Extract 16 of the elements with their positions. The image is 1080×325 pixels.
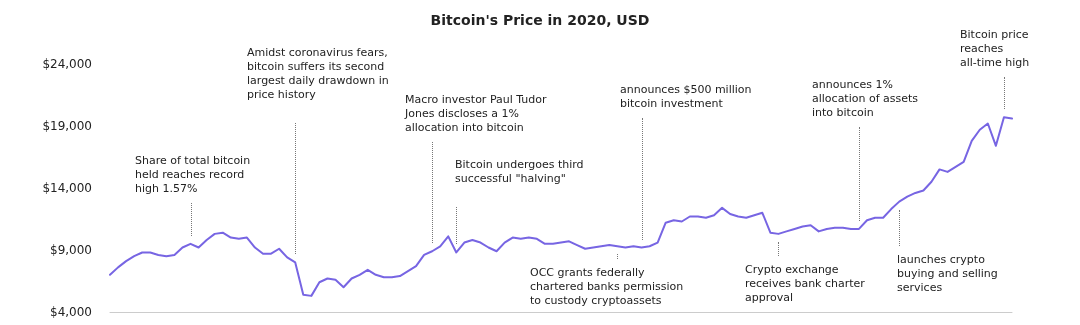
y-tick-label: $19,000 bbox=[42, 119, 92, 133]
chart-title: Bitcoin's Price in 2020, USD bbox=[430, 12, 650, 28]
annotation: launches crypto buying and selling services bbox=[897, 252, 1002, 294]
y-tick-label: $24,000 bbox=[42, 57, 92, 71]
annotation: Amidst coronavirus fears, bitcoin suffers its second largest daily drawdown in price history bbox=[247, 45, 393, 101]
y-tick-label: $14,000 bbox=[42, 181, 92, 195]
annotation: Macro investor Paul Tudor Jones discloses a 1% allocation into bitcoin bbox=[404, 92, 551, 134]
y-tick-label: $9,000 bbox=[50, 243, 92, 257]
annotation: OCC grants federally chartered banks permission to custody cryptoassets bbox=[530, 265, 687, 307]
annotation: announces $500 million bitcoin investment bbox=[620, 82, 756, 110]
annotation: Bitcoin price reaches all-time high bbox=[960, 27, 1033, 69]
annotation: Bitcoin undergoes third successful "halving" bbox=[455, 157, 588, 185]
annotation: Share of total bitcoin held reaches record high 1.57% bbox=[135, 153, 254, 195]
y-tick-label: $4,000 bbox=[50, 305, 92, 319]
annotation: Crypto exchange receives bank charter approval bbox=[745, 262, 869, 304]
annotation: announces 1% allocation of assets into bitcoin bbox=[812, 77, 922, 119]
